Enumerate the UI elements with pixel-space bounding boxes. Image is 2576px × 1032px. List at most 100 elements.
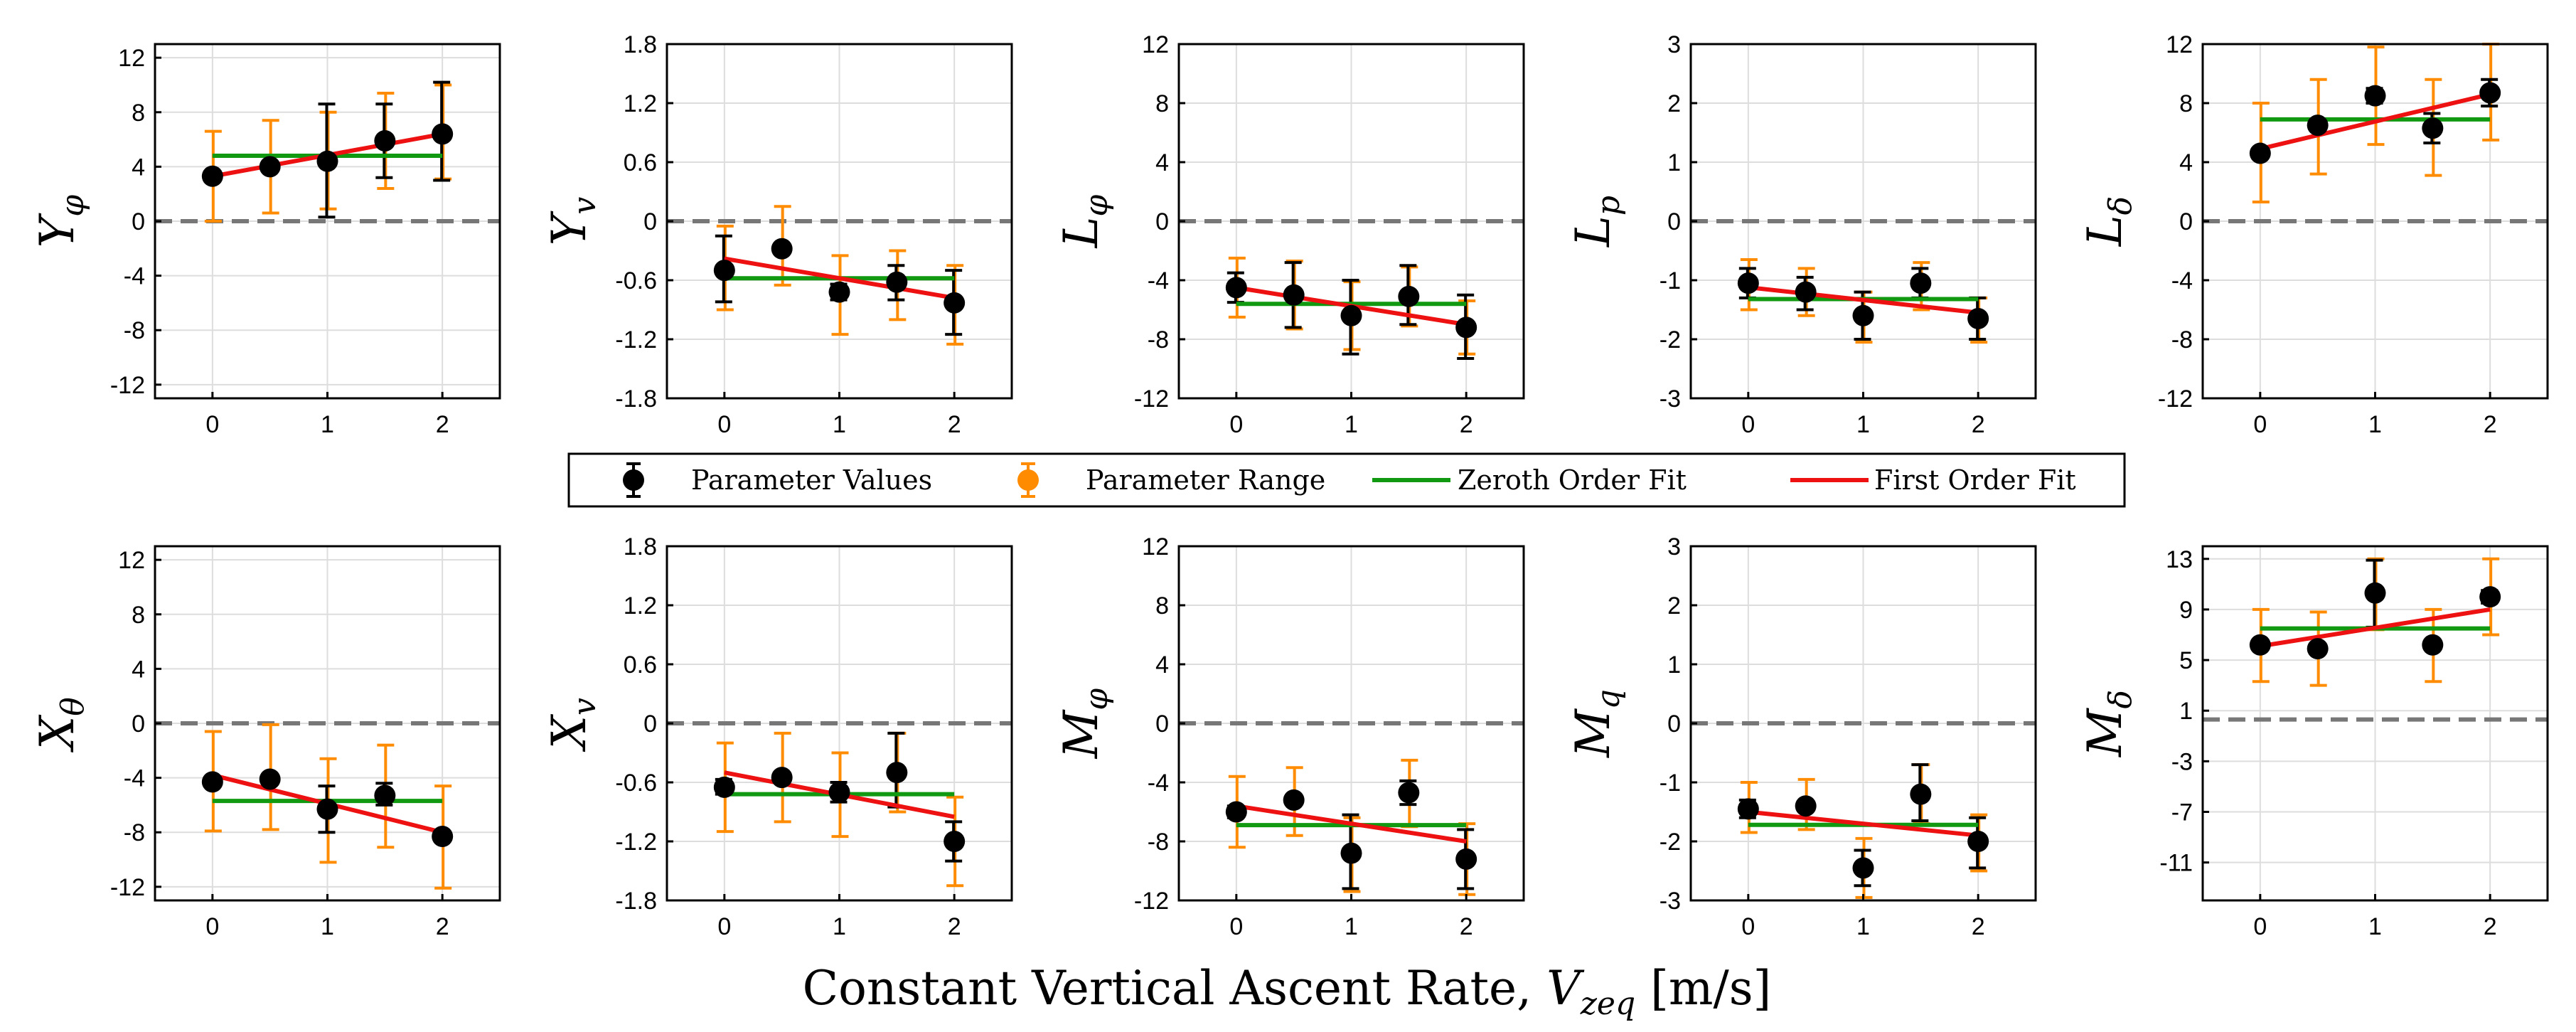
y-tick-label: -12 <box>2158 385 2193 413</box>
y-tick-label: 2 <box>1667 90 1681 117</box>
legend-label-zeroth-order-fit: Zeroth Order Fit <box>1458 464 1687 496</box>
legend-label-parameter-range: Parameter Range <box>1086 464 1325 496</box>
data-point <box>1340 842 1362 864</box>
y-axis-label: Lδ <box>2078 196 2139 247</box>
x-tick-label: 0 <box>2253 913 2267 940</box>
y-tick-label: 4 <box>2179 149 2193 176</box>
y-tick-label: -7 <box>2171 799 2193 826</box>
y-axis-label-subscript: v <box>567 698 603 716</box>
data-point <box>2479 82 2501 104</box>
data-point <box>259 768 281 790</box>
y-tick-label: -1.8 <box>615 888 657 915</box>
legend-label-first-order-fit: First Order Fit <box>1874 464 2076 496</box>
x-tick-label: 0 <box>1741 913 1755 940</box>
y-tick-label: -2 <box>1660 829 1681 856</box>
x-tick-label: 0 <box>1229 411 1243 438</box>
y-tick-label: 0 <box>132 711 145 738</box>
data-point <box>2479 586 2501 608</box>
x-tick-label: 2 <box>436 913 449 940</box>
y-axis-label-subscript: δ <box>2102 196 2139 216</box>
y-tick-label: -0.6 <box>615 267 657 294</box>
data-point <box>2307 115 2329 137</box>
y-tick-label: 1.8 <box>624 31 657 58</box>
y-tick-label: -12 <box>110 372 145 399</box>
x-tick-label: 1 <box>833 411 846 438</box>
y-axis-label-symbol: L <box>1054 216 1108 248</box>
data-point <box>201 165 223 187</box>
y-tick-label: 12 <box>2166 31 2193 58</box>
data-point <box>316 798 338 820</box>
y-axis-label-symbol: Y <box>30 213 85 248</box>
x-tick-label: 1 <box>2368 411 2382 438</box>
subplot-4: 3 2 1 0 -1 -2 -3 0 1 2 Lp <box>1566 31 2037 438</box>
data-point <box>432 825 454 847</box>
data-point <box>1910 272 1932 294</box>
y-tick-label: -1.2 <box>615 326 657 353</box>
data-point <box>1398 782 1420 804</box>
y-tick-label: 3 <box>1667 31 1681 58</box>
y-axis-label: Mq <box>1566 689 1627 758</box>
y-tick-label: -12 <box>1134 888 1169 915</box>
x-tick-label: 1 <box>1856 913 1870 940</box>
x-tick-label: 1 <box>1856 411 1870 438</box>
x-tick-label: 2 <box>948 411 961 438</box>
data-point <box>828 281 850 303</box>
data-point <box>713 776 735 798</box>
data-point <box>886 762 908 784</box>
data-point <box>944 292 966 314</box>
y-tick-label: -12 <box>1134 385 1169 413</box>
y-tick-label: -8 <box>124 317 145 344</box>
y-tick-label: -8 <box>1148 326 1169 353</box>
y-tick-label: -2 <box>1660 326 1681 353</box>
legend-marker-point <box>623 469 644 491</box>
x-tick-label: 2 <box>2484 913 2497 940</box>
y-axis-label: Mδ <box>2078 690 2139 757</box>
x-tick-label: 0 <box>1741 411 1755 438</box>
y-tick-label: 0.6 <box>624 651 657 679</box>
data-point <box>1398 285 1420 307</box>
y-tick-label: 0.6 <box>624 149 657 176</box>
y-tick-label: -3 <box>1660 385 1681 413</box>
data-point <box>1455 316 1477 339</box>
x-label-unit: [m/s] <box>1635 961 1771 1016</box>
y-axis-label-symbol: M <box>1566 708 1620 758</box>
y-tick-label: -8 <box>124 819 145 846</box>
y-tick-label: 9 <box>2179 597 2193 624</box>
x-tick-label: 1 <box>321 411 334 438</box>
data-point <box>432 123 454 145</box>
x-tick-label: 2 <box>1972 411 1985 438</box>
y-axis-label: Lφ <box>1054 194 1115 248</box>
y-tick-label: 8 <box>1155 592 1169 619</box>
x-tick-label: 1 <box>2368 913 2382 940</box>
data-point <box>201 771 223 793</box>
y-tick-label: -3 <box>2171 748 2193 775</box>
y-tick-label: 8 <box>132 100 145 127</box>
y-tick-label: 0 <box>643 208 657 235</box>
y-axis-label-symbol: Y <box>542 211 597 245</box>
y-tick-label: -1 <box>1660 770 1681 797</box>
data-point <box>316 150 338 172</box>
x-tick-label: 1 <box>1345 913 1358 940</box>
legend-item-parameter-values: Parameter Values <box>623 462 932 498</box>
data-point <box>1967 831 1989 852</box>
y-tick-label: -4 <box>124 263 145 290</box>
y-tick-label: 12 <box>118 547 145 574</box>
data-point <box>828 781 850 803</box>
x-tick-label: 2 <box>1972 913 1985 940</box>
y-tick-label: 8 <box>1155 90 1169 117</box>
y-axis-label: Lp <box>1566 196 1627 248</box>
y-tick-label: 4 <box>132 656 145 683</box>
data-point <box>374 129 396 151</box>
data-point <box>1225 801 1247 823</box>
x-label-variable: V <box>1546 961 1585 1016</box>
data-point <box>2249 634 2271 656</box>
x-tick-label: 0 <box>1229 913 1243 940</box>
y-axis-label-subscript: p <box>1591 196 1627 216</box>
y-tick-label: -8 <box>1148 829 1169 856</box>
y-tick-label: 0 <box>1155 711 1169 738</box>
subplot-7: 1.8 1.2 0.6 0 -0.6 -1.2 -1.8 0 1 2 Xv <box>542 533 1013 940</box>
first-order-fit-line <box>724 256 955 300</box>
y-axis-label-subscript: θ <box>55 697 91 716</box>
